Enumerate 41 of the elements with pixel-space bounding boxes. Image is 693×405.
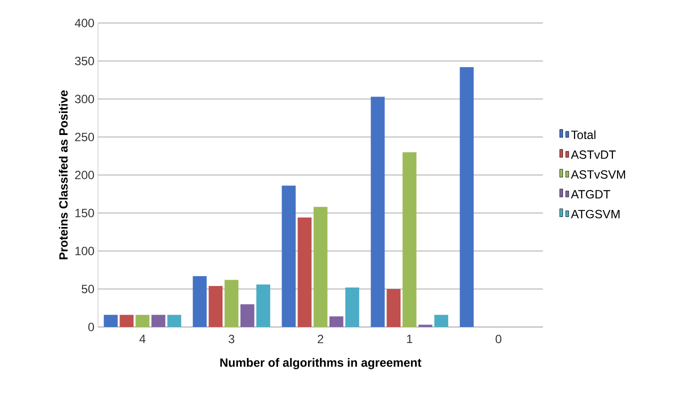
bar (256, 284, 270, 327)
x-tick-label: 3 (228, 334, 234, 344)
bar (167, 314, 182, 327)
bar (370, 96, 385, 327)
x-axis-title: Number of algorithms in agreement (220, 358, 422, 370)
bar (224, 280, 238, 327)
bar (136, 314, 150, 327)
bar (402, 152, 416, 327)
bar (240, 304, 254, 327)
bar (151, 314, 166, 327)
legend-label: ATGDT (570, 190, 610, 198)
x-tick-label: 0 (496, 334, 502, 344)
bar (192, 276, 207, 327)
y-tick-label: 400 (74, 18, 94, 28)
bar (120, 314, 134, 327)
x-tick-label: 4 (139, 334, 146, 343)
y-tick-label: 250 (75, 132, 94, 142)
legend-label: ATGSVM (570, 210, 620, 218)
bar (314, 206, 328, 327)
y-tick-label: 200 (75, 170, 94, 180)
y-tick-label: 0 (88, 322, 94, 332)
y-tick-label: 300 (74, 94, 94, 104)
bar (386, 289, 401, 327)
bar (345, 287, 360, 327)
legend-label: ASTvSVM (570, 170, 626, 179)
y-tick-label: 100 (75, 246, 94, 256)
y-axis-title: Proteins Classifed as Positive (58, 90, 68, 260)
x-tick-label: 2 (318, 334, 324, 344)
y-tick-label: 350 (74, 56, 94, 66)
y-tick-label: 150 (75, 208, 94, 218)
legend-label: Total (571, 130, 596, 140)
legend-label: ASTvDT (570, 150, 616, 159)
y-tick-label: 50 (82, 284, 94, 294)
bar (104, 314, 118, 327)
x-tick-label: 1 (407, 334, 412, 343)
bar (208, 286, 223, 327)
bar (282, 186, 296, 327)
bar (329, 316, 344, 327)
bar (460, 67, 474, 327)
bar (298, 218, 312, 327)
bar (434, 314, 448, 327)
